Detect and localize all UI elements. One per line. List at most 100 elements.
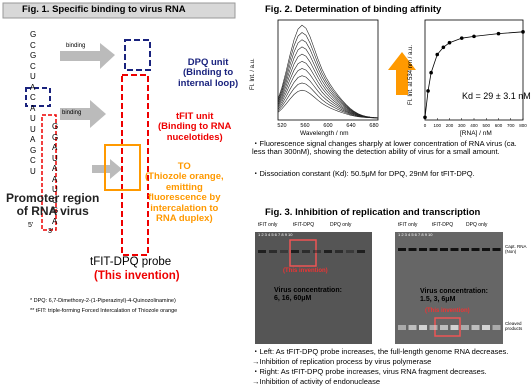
band [429, 325, 438, 330]
band-label: Capt. RNA (Non) [505, 244, 527, 254]
band [492, 325, 501, 330]
nucleotide: U [30, 166, 36, 176]
point [435, 52, 440, 57]
point [521, 30, 525, 34]
band [419, 325, 427, 330]
bullet: ・Dissociation constant (Kd): 50.5μM for … [252, 169, 475, 178]
concentration: Virus concentration: 6, 16, 60μM [274, 287, 342, 302]
lane-label: DPQ only [466, 222, 488, 228]
nucleotide: A [52, 216, 58, 226]
nucleotide: C [30, 61, 36, 71]
nucleotide: C [52, 195, 58, 205]
lane-numbers: 1 2 3 4 5 6 7 8 9 10 [258, 232, 293, 237]
note: →Inhibition of replication process by vi… [252, 357, 432, 366]
point [429, 70, 433, 75]
arrow [92, 159, 122, 179]
invention-label: (This invention) [94, 270, 180, 282]
spectrum [277, 32, 379, 119]
tfit-label: tFIT unit (Binding to RNA nucelotides) [158, 111, 232, 143]
band [269, 250, 277, 253]
band [450, 325, 459, 330]
orange-arrow [388, 52, 416, 95]
band [258, 250, 266, 253]
binding-label: binding [66, 43, 86, 49]
nucleotide: A [52, 174, 58, 184]
band [357, 250, 365, 253]
note: →Inhibition of activity of endonuclease [252, 377, 380, 386]
nucleotide: A [30, 82, 36, 92]
kd-label: Kd = 29 ± 3.1 nM [462, 91, 531, 101]
x-tick-label: 500 [482, 123, 490, 128]
band-label: Cleaved products [505, 321, 523, 331]
band [482, 248, 490, 251]
invention-label: (This invention) [425, 308, 470, 314]
probe-label: tFIT-DPQ probe [90, 256, 172, 268]
nucleotide: U [52, 185, 58, 194]
promoter-label: Promoter region of RNA virus [6, 191, 100, 219]
spectra-frame [277, 19, 379, 121]
band [291, 250, 299, 253]
x-tick-label: 0 [424, 123, 427, 128]
band [324, 250, 332, 253]
point [496, 31, 501, 36]
band [429, 248, 438, 251]
x-tick-label: 800 [519, 123, 527, 128]
fig1-title-bar [2, 2, 236, 19]
tfit-box [121, 74, 149, 256]
spectrum [277, 82, 379, 119]
band [408, 325, 417, 330]
note: ・Right: As tFIT-DPQ probe increases, vir… [252, 367, 487, 376]
x-tick-label: 520 [277, 123, 286, 129]
y-axis-label: Fl. Int. / a.u. [250, 58, 256, 90]
nucleotide: U [30, 124, 36, 134]
nucleotide: G [30, 51, 37, 60]
point [423, 115, 427, 120]
band [450, 248, 459, 251]
spectrum [277, 89, 378, 119]
nucleotide: A [52, 164, 58, 173]
footnote: ** tFIT: triple-forming Forced Intercala… [30, 308, 178, 314]
x-axis-label: Wavelength / nm [300, 130, 349, 137]
loop-box [25, 87, 51, 107]
dpq-label: DPQ unit (Binding to internal loop) [178, 57, 239, 89]
x-axis-label: [RNA] / nM [460, 130, 492, 137]
band [335, 250, 343, 253]
binding-label: binding [62, 110, 82, 116]
bullet: ・Fluorescence signal changes sharply at … [252, 139, 517, 157]
spectrum [277, 53, 379, 119]
end-label: 5' [28, 222, 34, 229]
fig1-title: Fig. 1. Specific binding to virus RNA [22, 4, 186, 15]
point [447, 40, 452, 45]
band [346, 250, 354, 253]
x-tick-label: 200 [446, 123, 454, 128]
band [419, 248, 427, 251]
concentration: Virus concentration: 1.5, 3, 6μM [420, 288, 488, 303]
nucleotide: U [30, 72, 36, 81]
band [492, 248, 501, 251]
site-box [41, 114, 57, 231]
x-tick-label: 400 [470, 123, 478, 128]
band [461, 325, 469, 330]
nucleotide: G [30, 30, 37, 39]
x-tick-label: 100 [433, 123, 441, 128]
band [280, 250, 288, 253]
fig3-title: Fig. 3. Inhibition of replication and tr… [265, 207, 481, 218]
fit-line [424, 31, 524, 118]
note: ・Left: As tFIT-DPQ probe increases, the … [252, 347, 509, 356]
band [471, 248, 480, 251]
fig2-title: Fig. 2. Determination of binding affinit… [265, 4, 442, 15]
band [313, 250, 321, 253]
dpq-box [124, 39, 151, 71]
end-label: 3' [48, 228, 54, 235]
point [426, 89, 430, 93]
x-tick-label: 600 [323, 123, 332, 129]
nucleotide: G [52, 206, 59, 215]
nucleotide: C [30, 93, 36, 102]
point [441, 45, 446, 50]
lane-label: DPQ only [330, 222, 352, 228]
lane-label: tFIT only [398, 222, 418, 228]
footnote: * DPQ: 6,7-Dimethoxy-2-(1-Piperazinyl)-4… [30, 298, 176, 304]
lane-label: tFIT-DPQ [293, 222, 315, 228]
